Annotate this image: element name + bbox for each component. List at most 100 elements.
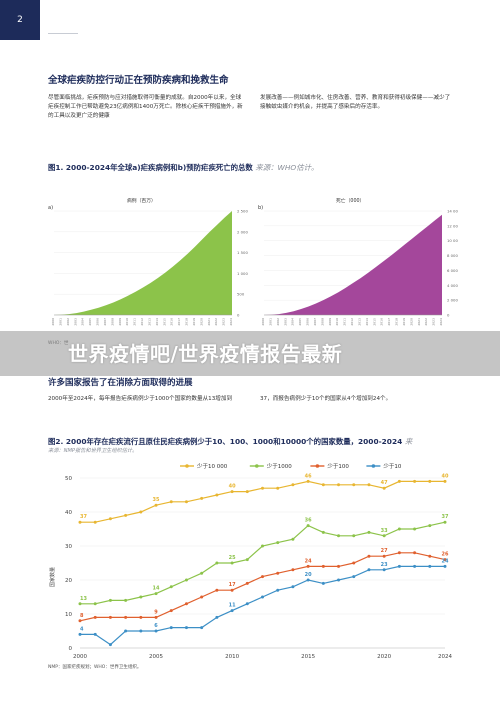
x-tick-label: 2005 (149, 654, 163, 660)
data-point (382, 568, 386, 572)
x-tick-label: 2001 (268, 318, 272, 326)
data-point (321, 483, 325, 487)
data-label: 47 (381, 480, 388, 486)
x-tick-label: 2008 (320, 318, 324, 326)
data-label: 24 (305, 558, 312, 564)
y-tick-label: 30 (65, 544, 72, 550)
section2-right-paragraph: 37，而报告病例少于10个的国家从4个增加到24个。 (260, 396, 392, 402)
data-point (124, 615, 128, 619)
x-tick-label: 2003 (73, 318, 77, 326)
data-point (78, 520, 82, 524)
data-point (321, 581, 325, 585)
data-point (215, 615, 219, 619)
x-tick-label: 2016 (170, 318, 174, 326)
data-point (321, 530, 325, 534)
figure2-title-tail: 来 (404, 437, 413, 446)
section1-right-paragraph: 发展改善——例如城市化、住房改善、营养、教育和获得初级保健——减少了接触蚊虫媒介… (260, 95, 451, 110)
data-label: 26 (442, 552, 449, 558)
x-tick-label: 2000 (261, 318, 265, 326)
figure2-title: 图2. 2000年存在疟疾流行且原住民疟疾病例少于10、100、1000和100… (48, 436, 412, 447)
data-point (261, 595, 264, 599)
data-point (428, 524, 432, 528)
data-point (93, 632, 97, 636)
x-tick-label: 2000 (73, 654, 87, 660)
data-point (413, 527, 417, 531)
x-tick-label: 2004 (291, 318, 295, 326)
data-point (78, 602, 82, 606)
data-point (169, 626, 173, 630)
data-point (230, 561, 234, 565)
data-point (397, 527, 401, 531)
legend-marker (185, 464, 189, 468)
x-tick-label: 2012 (140, 318, 144, 326)
y-tick-label: 4 000 (447, 283, 458, 288)
data-point (352, 534, 356, 538)
x-tick-label: 2007 (313, 318, 317, 326)
data-point (108, 643, 112, 647)
section1-left-paragraph: 尽管面临挑战，疟疾预防与应对措施取得可衡量的成就。自2000年以来，全球疟疾控制… (48, 95, 243, 119)
figure2-footnote: NMP：国家疟疾规划；WHO：世界卫生组织。 (48, 665, 142, 670)
data-label: 4 (80, 626, 84, 632)
y-tick-label: 0 (69, 646, 73, 652)
y-tick-label: 2 000 (447, 298, 458, 303)
x-tick-label: 2020 (409, 318, 413, 326)
y-axis-label: 国家数量 (49, 567, 56, 587)
data-point (245, 558, 249, 562)
data-point (154, 592, 158, 596)
x-tick-label: 2009 (118, 318, 122, 326)
data-point (397, 551, 401, 555)
x-tick-label: 2011 (133, 318, 137, 326)
data-label: 9 (154, 609, 158, 615)
data-point (352, 575, 356, 579)
legend-label: 少于1000 (267, 463, 292, 470)
data-point (78, 619, 82, 623)
x-tick-label: 2010 (225, 654, 239, 660)
figure2-source: 来源：NMP报告和世界卫生组织估计。 (48, 448, 138, 454)
data-point (276, 541, 280, 545)
data-point (200, 595, 204, 599)
data-point (337, 578, 341, 582)
y-tick-label: 6 000 (447, 268, 458, 273)
data-label: 24 (442, 558, 449, 564)
x-tick-label: 2022 (424, 318, 428, 326)
data-point (413, 551, 417, 555)
x-tick-label: 2005 (298, 318, 302, 326)
data-label: 13 (80, 596, 87, 602)
y-tick-label: 10 (65, 612, 72, 618)
data-point (443, 479, 447, 483)
data-point (200, 496, 204, 500)
data-point (382, 554, 386, 558)
x-tick-label: 2003 (283, 318, 287, 326)
cases-area-chart: 2 500 2 000 1 500 1 000 500 0 2000 2001 2002 2003… (51, 209, 248, 326)
data-label: 40 (229, 484, 236, 490)
data-point (184, 578, 188, 582)
data-point (184, 602, 188, 606)
data-point (108, 615, 112, 619)
x-tick-label: 2022 (214, 318, 218, 326)
data-point (139, 595, 143, 599)
x-tick-label: 2019 (192, 318, 196, 326)
x-tick-label: 2015 (162, 318, 166, 326)
x-tick-label: 2010 (125, 318, 129, 326)
x-tick-label: 2009 (328, 318, 332, 326)
data-label: 46 (305, 473, 312, 479)
data-label: 6 (154, 623, 158, 629)
x-tick-label: 2024 (229, 318, 233, 326)
data-point (93, 602, 97, 606)
x-tick-label: 2014 (365, 318, 369, 326)
y-tick-label: 1 500 (237, 250, 248, 255)
data-point (93, 615, 97, 619)
data-point (230, 609, 234, 613)
y-tick-label: 20 (65, 578, 72, 584)
x-tick-label: 2000 (51, 318, 55, 326)
data-point (261, 544, 264, 548)
legend-marker (371, 464, 376, 468)
deaths-chart-title: 死亡（000） (336, 199, 365, 204)
data-point (352, 483, 356, 487)
data-point (276, 588, 280, 592)
x-tick-label: 2024 (439, 318, 443, 326)
x-tick-label: 2001 (58, 318, 62, 326)
data-point (291, 568, 295, 572)
data-point (215, 561, 219, 565)
